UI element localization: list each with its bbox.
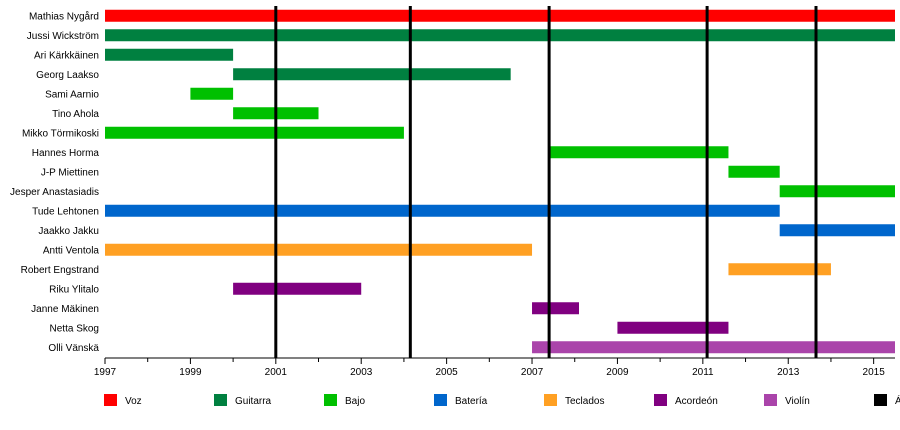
x-axis: 1997 1999 2001 2003 2005 2007 2009 2011 2013 2015 (94, 357, 895, 378)
member-label: Mikko Törmikoski (22, 128, 99, 139)
x-tick-label: 2009 (606, 367, 629, 378)
member-label: Mathias Nygård (29, 10, 99, 22)
member-label: Antti Ventola (43, 245, 100, 256)
x-tick-label: 2001 (265, 367, 288, 378)
legend-swatch (434, 394, 447, 406)
legend-label: Violín (785, 396, 810, 407)
legend-label: Guitarra (235, 396, 272, 407)
legend-swatch (214, 394, 227, 406)
member-bar (105, 204, 780, 217)
legend-swatch (324, 394, 337, 406)
member-labels: Mathias Nygård Jussi Wickström Ari Kärkkäi… (10, 10, 99, 354)
member-bar (728, 263, 831, 276)
legend-swatch (654, 394, 667, 406)
album-lines (274, 6, 818, 358)
member-bar (105, 9, 895, 22)
legend-label: Álbumes de estudio (895, 394, 900, 407)
member-bar (617, 321, 729, 334)
member-bar (105, 126, 404, 139)
member-bar (233, 68, 511, 81)
member-bar (190, 87, 234, 100)
x-tick-label: 2011 (692, 367, 714, 378)
member-label: Netta Skog (50, 323, 99, 334)
member-bar (728, 165, 780, 178)
x-tick-label: 2005 (435, 367, 458, 378)
legend-label: Acordeón (675, 396, 718, 407)
member-label: Janne Mäkinen (31, 304, 99, 315)
member-label: Jussi Wickström (27, 31, 99, 42)
member-label: Georg Laakso (36, 70, 99, 81)
member-label: Hannes Horma (32, 148, 100, 159)
member-bar (779, 185, 895, 198)
member-bar (233, 282, 362, 295)
member-bar (105, 243, 533, 256)
x-tick-label: 2015 (863, 367, 886, 378)
x-tick-label: 2013 (777, 367, 800, 378)
member-label: Robert Engstrand (21, 265, 99, 276)
member-label: Jaakko Jakku (38, 226, 99, 237)
legend-label: Teclados (565, 396, 604, 407)
member-label: J-P Miettinen (41, 167, 99, 178)
member-label: Jesper Anastasiadis (10, 187, 99, 198)
legend-swatch (764, 394, 777, 406)
member-bar (549, 146, 729, 159)
member-bar (105, 48, 234, 61)
member-bar (779, 224, 895, 237)
member-label: Tude Lehtonen (32, 206, 99, 217)
legend-swatch (544, 394, 557, 406)
member-label: Riku Ylitalo (49, 284, 99, 295)
x-tick-label: 1999 (179, 367, 202, 378)
legend-swatch (874, 394, 887, 406)
member-bar (532, 341, 895, 354)
x-tick-label: 1997 (94, 367, 117, 378)
member-bars (105, 9, 895, 354)
legend-label: Bajo (345, 396, 365, 407)
x-tick-label: 2007 (521, 367, 544, 378)
member-label: Tino Ahola (52, 109, 99, 120)
x-tick-label: 2003 (350, 367, 373, 378)
member-label: Sami Aarnio (45, 89, 99, 100)
legend-label: Voz (125, 396, 142, 407)
member-label: Ari Kärkkäinen (34, 50, 99, 61)
legend: Voz Guitarra Bajo Batería Teclados Acordeón Vi… (104, 394, 900, 407)
legend-label: Batería (455, 396, 488, 407)
legend-swatch (104, 394, 117, 406)
member-label: Olli Vänskä (48, 343, 99, 354)
member-bar (532, 302, 579, 315)
member-bar (105, 29, 895, 42)
